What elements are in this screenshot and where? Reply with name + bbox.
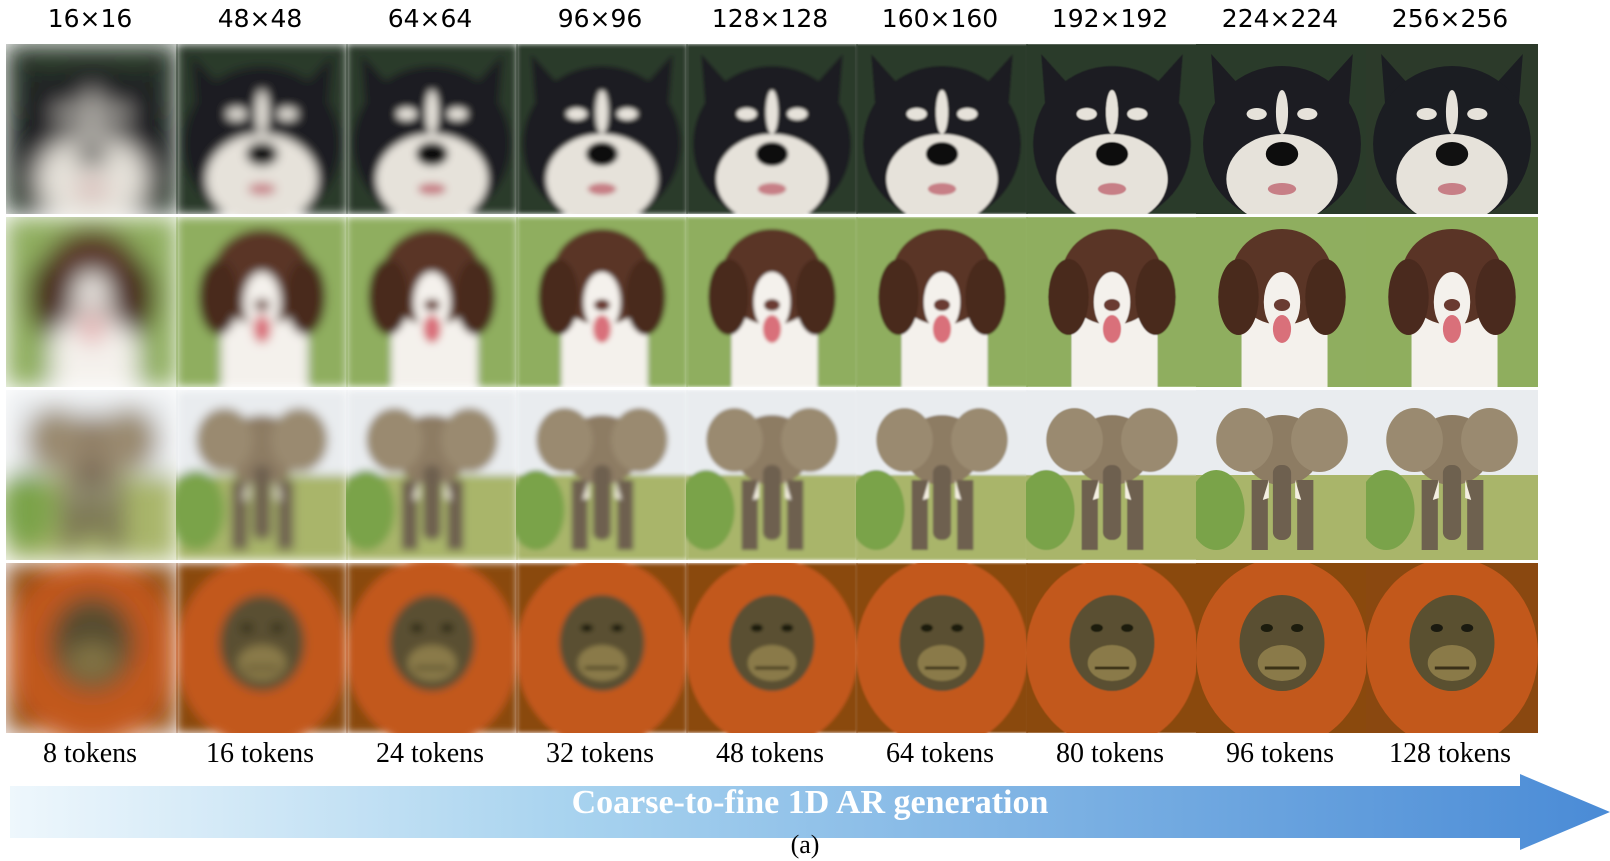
resolution-label: 64×64 <box>387 4 473 33</box>
orangutan-image <box>1366 563 1538 733</box>
husky-dog-image <box>856 44 1028 214</box>
elephant-image <box>6 390 178 560</box>
resolution-label: 16×16 <box>47 4 133 33</box>
husky-dog-image <box>346 44 518 214</box>
elephant-image <box>856 390 1028 560</box>
spaniel-dog-image <box>346 217 518 387</box>
orangutan-image <box>686 563 858 733</box>
elephant-image <box>516 390 688 560</box>
husky-dog-image <box>1196 44 1368 214</box>
orangutan-image <box>1026 563 1198 733</box>
spaniel-dog-image <box>176 217 348 387</box>
orangutan-image <box>346 563 518 733</box>
orangutan-image <box>1196 563 1368 733</box>
token-label: 128 tokens <box>1388 738 1512 769</box>
image-grid <box>6 44 1579 734</box>
arrow-title: Coarse-to-fine 1D AR generation <box>571 784 1049 821</box>
resolution-label: 256×256 <box>1391 4 1509 33</box>
husky-dog-image <box>176 44 348 214</box>
spaniel-dog-image <box>1196 217 1368 387</box>
elephant-image <box>1026 390 1198 560</box>
resolution-label: 192×192 <box>1051 4 1169 33</box>
orangutan-image <box>856 563 1028 733</box>
token-label: 64 tokens <box>885 738 995 769</box>
token-label: 16 tokens <box>205 738 315 769</box>
token-label-row: 8 tokens 16 tokens 24 tokens 32 tokens 4… <box>0 738 1610 778</box>
husky-dog-image <box>6 44 178 214</box>
husky-dog-image <box>516 44 688 214</box>
elephant-image <box>1196 390 1368 560</box>
husky-dog-image <box>1366 44 1538 214</box>
figure-caption: (a) <box>790 830 820 859</box>
husky-dog-image <box>686 44 858 214</box>
husky-dog-image <box>1026 44 1198 214</box>
elephant-image <box>176 390 348 560</box>
arrow-shape <box>10 774 1610 850</box>
token-label: 80 tokens <box>1055 738 1165 769</box>
orangutan-image <box>516 563 688 733</box>
spaniel-dog-image <box>516 217 688 387</box>
token-label: 8 tokens <box>42 738 138 769</box>
resolution-label: 224×224 <box>1221 4 1339 33</box>
elephant-image <box>346 390 518 560</box>
elephant-image <box>686 390 858 560</box>
resolution-label: 160×160 <box>881 4 999 33</box>
resolution-label: 48×48 <box>217 4 303 33</box>
spaniel-dog-image <box>686 217 858 387</box>
spaniel-dog-image <box>1366 217 1538 387</box>
orangutan-image <box>6 563 178 733</box>
progression-arrow: Coarse-to-fine 1D AR generation <box>10 774 1610 850</box>
spaniel-dog-image <box>856 217 1028 387</box>
resolution-label: 128×128 <box>711 4 829 33</box>
resolution-label: 96×96 <box>557 4 643 33</box>
token-label: 24 tokens <box>375 738 485 769</box>
token-label: 48 tokens <box>715 738 825 769</box>
resolution-header-row: 16×16 48×48 64×64 96×96 128×128 160×160 … <box>0 0 1610 44</box>
orangutan-image <box>176 563 348 733</box>
spaniel-dog-image <box>1026 217 1198 387</box>
elephant-image <box>1366 390 1538 560</box>
token-label: 96 tokens <box>1225 738 1335 769</box>
token-label: 32 tokens <box>545 738 655 769</box>
spaniel-dog-image <box>6 217 178 387</box>
